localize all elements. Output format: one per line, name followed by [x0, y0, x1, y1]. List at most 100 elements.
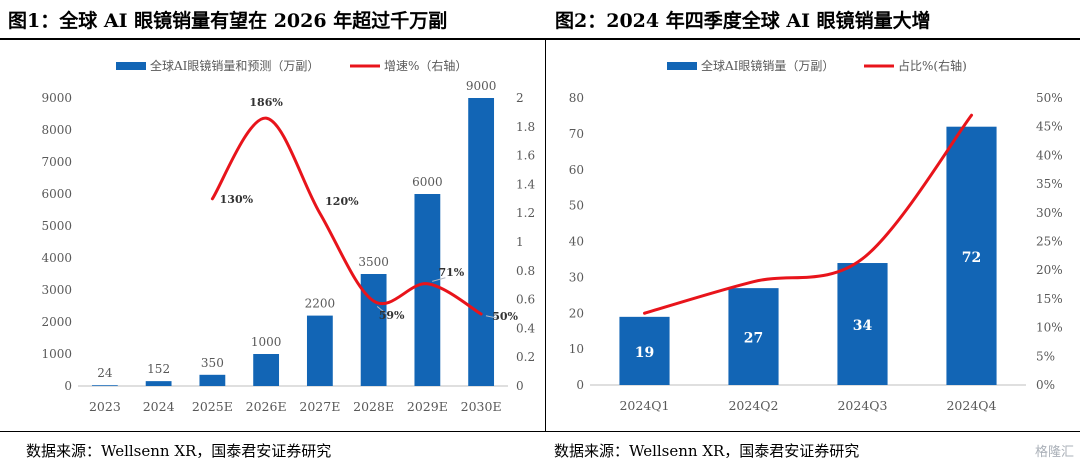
- bar: [837, 263, 888, 385]
- y-tick-label: 20: [569, 306, 584, 320]
- y-tick-label: 9000: [41, 91, 72, 105]
- x-tick-label: 2025E: [192, 399, 233, 414]
- legend-bar-label: 全球AI眼镜销量（万副）: [701, 58, 834, 73]
- bottom-rule: [0, 431, 1080, 432]
- x-tick-label: 2024Q1: [619, 398, 669, 413]
- y2-tick-label: 20%: [1036, 263, 1063, 277]
- y-tick-label: 0: [576, 378, 584, 392]
- chart2-svg: 全球AI眼镜销量（万副） 占比%(右轴) 0 10 20 30 40 50 60 70 80 0% 5%…: [569, 58, 1063, 413]
- y2-tick-label: 10%: [1036, 321, 1063, 335]
- y2-tick-label: 0.6: [516, 293, 535, 307]
- y2-tick-label: 1.8: [516, 120, 535, 134]
- x-tick-label: 2024Q4: [946, 398, 996, 413]
- bar-value-label: 6000: [412, 175, 443, 189]
- y2-tick-label: 15%: [1036, 292, 1063, 306]
- bar-value-label: 19: [635, 345, 654, 361]
- line-value-label: 186%: [249, 96, 283, 109]
- y-tick-label: 8000: [41, 123, 72, 137]
- y2-tick-label: 25%: [1036, 235, 1063, 249]
- line-label-leader: [376, 306, 388, 315]
- bar-value-label: 27: [744, 331, 763, 347]
- bar: [306, 315, 333, 386]
- bar-value-label: 2200: [305, 297, 336, 311]
- line-label-leader: [432, 277, 446, 282]
- x-tick-label: 2024: [143, 399, 175, 414]
- y2-tick-label: 1.4: [516, 177, 535, 191]
- line-value-label: 59%: [379, 309, 405, 322]
- y-tick-label: 50: [569, 199, 584, 213]
- bar: [468, 98, 495, 386]
- source-left: 数据来源：Wellsenn XR，国泰君安证券研究: [26, 442, 332, 460]
- chart2-title: 图2：2024 年四季度全球 AI 眼镜销量大增: [555, 10, 931, 32]
- y-tick-label: 5000: [41, 219, 72, 233]
- bar: [253, 354, 280, 386]
- y2-tick-label: 0%: [1036, 378, 1055, 392]
- x-tick-label: 2027E: [299, 399, 340, 414]
- y-tick-label: 4000: [41, 251, 72, 265]
- y-tick-label: 10: [569, 342, 584, 356]
- legend-line-label: 占比%(右轴): [898, 58, 967, 73]
- bar-value-label: 9000: [466, 79, 497, 93]
- chart1-title: 图1：全球 AI 眼镜销量有望在 2026 年超过千万副: [8, 10, 448, 32]
- y-tick-label: 60: [569, 163, 584, 177]
- x-tick-label: 2030E: [461, 399, 502, 414]
- y2-tick-label: 40%: [1036, 148, 1063, 162]
- y-tick-label: 40: [569, 235, 584, 249]
- y-tick-label: 70: [569, 127, 584, 141]
- x-tick-label: 2029E: [407, 399, 448, 414]
- y2-tick-label: 45%: [1036, 120, 1063, 134]
- panel-separator: [545, 38, 546, 432]
- chart1-svg: 全球AI眼镜销量和预测（万副） 增速%（右轴） 0 1000 2000 3000 4000 5…: [41, 58, 535, 414]
- line-value-label: 71%: [438, 266, 464, 279]
- y-tick-label: 30: [569, 270, 584, 284]
- line-value-label: 130%: [220, 193, 254, 206]
- y2-tick-label: 0: [516, 379, 524, 393]
- legend-bar-label: 全球AI眼镜销量和预测（万副）: [150, 58, 319, 73]
- bar-value-label: 24: [97, 366, 113, 380]
- line-value-label: 120%: [325, 195, 359, 208]
- x-tick-label: 2028E: [353, 399, 394, 414]
- y2-tick-label: 1.2: [516, 206, 535, 220]
- x-tick-label: 2023: [89, 399, 121, 414]
- line-value-label: 50%: [492, 310, 518, 323]
- bar: [619, 316, 670, 385]
- y2-tick-label: 5%: [1036, 349, 1055, 363]
- bar-value-label: 34: [853, 318, 873, 334]
- y-tick-label: 2000: [41, 315, 72, 329]
- growth-line: [210, 116, 483, 316]
- bar: [946, 126, 997, 385]
- top-rule: [0, 38, 1080, 40]
- watermark: 格隆汇: [1034, 445, 1074, 460]
- y2-tick-label: 30%: [1036, 206, 1063, 220]
- legend-bar-swatch: [667, 62, 697, 70]
- bar-value-label: 1000: [251, 335, 282, 349]
- y-tick-label: 0: [64, 379, 72, 393]
- bar-value-label: 3500: [358, 255, 389, 269]
- y2-tick-label: 0.4: [516, 321, 535, 335]
- y-tick-label: 80: [569, 91, 584, 105]
- y-tick-label: 6000: [41, 187, 72, 201]
- line-label-leader: [485, 315, 500, 319]
- y2-tick-label: 1.6: [516, 149, 535, 163]
- y2-tick-label: 50%: [1036, 91, 1063, 105]
- y2-tick-label: 0.8: [516, 264, 535, 278]
- source-right: 数据来源：Wellsenn XR，国泰君安证券研究: [554, 442, 860, 460]
- bar-value-label: 350: [201, 356, 224, 370]
- y-tick-label: 3000: [41, 283, 72, 297]
- legend-bar-swatch: [116, 62, 146, 70]
- bar: [728, 288, 779, 385]
- bar: [199, 374, 226, 386]
- growth-line: [643, 113, 973, 315]
- legend-line-label: 增速%（右轴）: [384, 58, 467, 73]
- y2-tick-label: 0.2: [516, 350, 535, 364]
- x-tick-label: 2024Q3: [837, 398, 887, 413]
- y2-tick-label: 2: [516, 91, 524, 105]
- bar: [145, 381, 172, 386]
- bar-value-label: 152: [147, 362, 170, 376]
- bar: [414, 194, 441, 386]
- x-tick-label: 2026E: [246, 399, 287, 414]
- y2-tick-label: 1: [516, 235, 524, 249]
- y-tick-label: 1000: [41, 347, 72, 361]
- y-tick-label: 7000: [41, 155, 72, 169]
- bar: [91, 385, 118, 386]
